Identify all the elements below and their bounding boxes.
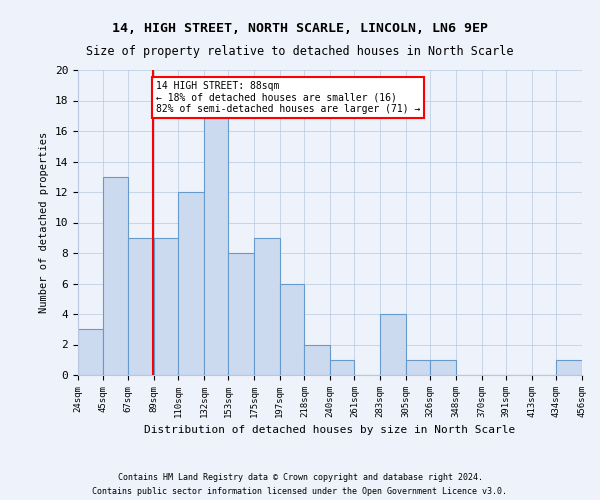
Bar — [103, 177, 128, 375]
Text: Contains public sector information licensed under the Open Government Licence v3: Contains public sector information licen… — [92, 488, 508, 496]
Text: 14, HIGH STREET, NORTH SCARLE, LINCOLN, LN6 9EP: 14, HIGH STREET, NORTH SCARLE, LINCOLN, … — [112, 22, 488, 36]
Bar — [178, 192, 204, 375]
Bar — [380, 314, 406, 375]
Bar — [204, 116, 229, 375]
Bar — [304, 344, 330, 375]
Text: Size of property relative to detached houses in North Scarle: Size of property relative to detached ho… — [86, 45, 514, 58]
Text: Contains HM Land Registry data © Crown copyright and database right 2024.: Contains HM Land Registry data © Crown c… — [118, 472, 482, 482]
Bar — [280, 284, 304, 375]
Bar — [229, 253, 254, 375]
Bar — [78, 329, 103, 375]
Bar — [128, 238, 154, 375]
Bar — [254, 238, 280, 375]
Bar — [556, 360, 582, 375]
Bar — [430, 360, 456, 375]
Bar — [154, 238, 178, 375]
Bar — [406, 360, 430, 375]
Y-axis label: Number of detached properties: Number of detached properties — [39, 132, 49, 313]
X-axis label: Distribution of detached houses by size in North Scarle: Distribution of detached houses by size … — [145, 426, 515, 436]
Bar — [330, 360, 355, 375]
Text: 14 HIGH STREET: 88sqm
← 18% of detached houses are smaller (16)
82% of semi-deta: 14 HIGH STREET: 88sqm ← 18% of detached … — [156, 80, 421, 114]
